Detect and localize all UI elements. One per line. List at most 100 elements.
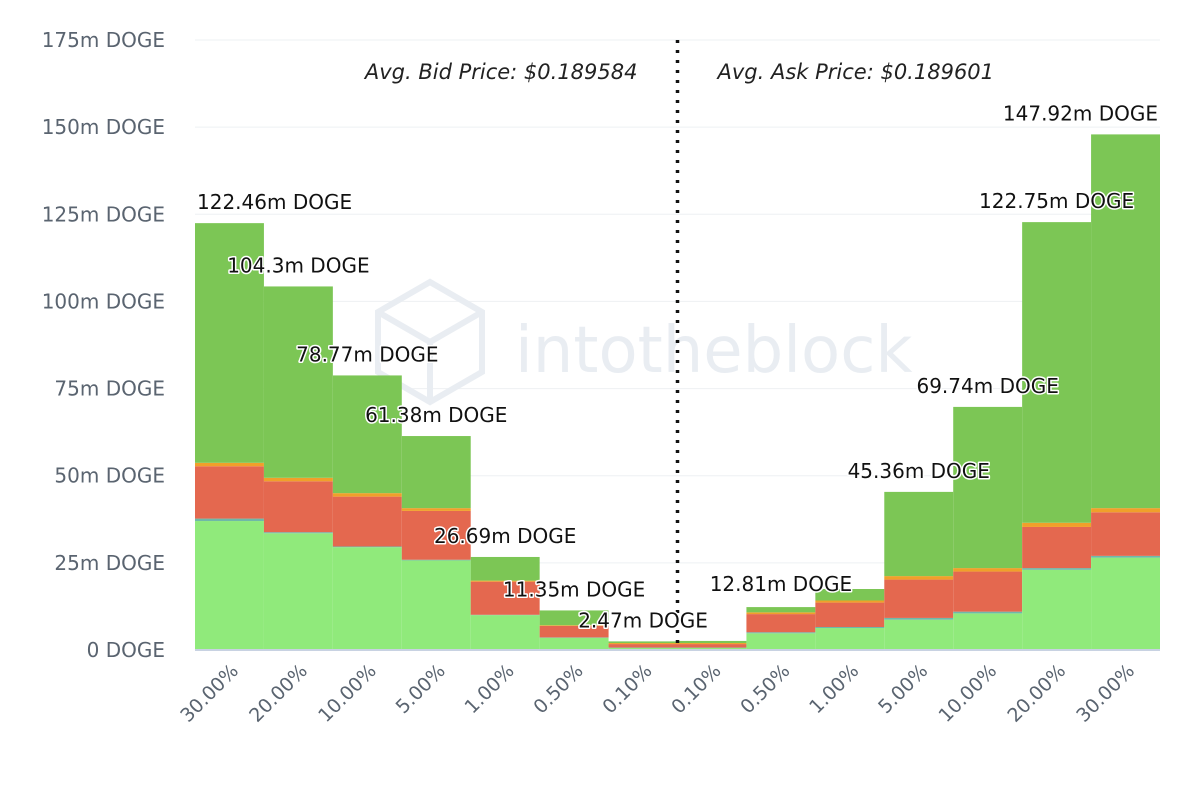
bar-segment-green <box>1091 134 1160 509</box>
y-tick-label: 75m DOGE <box>54 377 165 401</box>
bar-segment-teal <box>263 532 333 534</box>
bar-stack <box>677 640 747 650</box>
data-label: 78.77m DOGE <box>296 342 438 366</box>
bar-segment-red <box>677 644 747 648</box>
data-labels: 122.46m DOGE 104.3m DOGE 78.77m DOGE 61.38m… <box>196 100 1160 634</box>
bar-segment-teal <box>815 626 885 629</box>
x-tick-label: 0.50% <box>529 660 587 718</box>
bar-stack <box>953 406 1023 650</box>
x-tick-label: 20.00% <box>245 660 312 727</box>
bar-segment-green <box>1022 222 1092 523</box>
bar-segment-red <box>470 581 540 615</box>
bar-segment-orange <box>401 508 471 511</box>
bar-stack <box>470 556 540 650</box>
bar-stack <box>1091 134 1160 650</box>
bar-stack <box>401 436 471 650</box>
data-label: 45.36m DOGE <box>848 459 990 483</box>
avg-ask-price: Avg. Ask Price: $0.189601 <box>716 60 995 84</box>
y-tick-label: 175m DOGE <box>42 28 165 52</box>
bar-stack <box>263 286 333 650</box>
bar-segment-green <box>815 589 885 601</box>
data-label: 122.46m DOGE <box>197 190 352 214</box>
bar-segment-green <box>332 375 402 494</box>
bar-segment-orange <box>677 643 747 645</box>
bar-segment-light-green <box>1022 569 1092 650</box>
x-tick-label: 5.00% <box>392 660 450 718</box>
bar-segment-green <box>953 406 1023 569</box>
bar-stack <box>884 491 954 650</box>
bar-segment-red <box>195 466 264 519</box>
bar-segment-teal <box>332 546 402 548</box>
bar-segment-green <box>884 491 954 577</box>
bar-segment-red <box>1022 526 1092 569</box>
x-tick-label: 20.00% <box>1003 660 1070 727</box>
bar-segment-light-green <box>884 619 954 650</box>
bar-stack <box>332 375 402 650</box>
data-label: 147.92m DOGE <box>1003 101 1158 125</box>
bar-stack <box>746 607 816 650</box>
bar-stack <box>195 223 264 650</box>
data-label: 26.69m DOGE <box>434 524 576 548</box>
x-tick-label: 30.00% <box>1072 660 1139 727</box>
y-tick-label: 100m DOGE <box>42 289 165 313</box>
bar-segment-teal <box>1091 555 1160 558</box>
bar-segment-orange <box>539 625 609 626</box>
bar-segment-light-green <box>263 533 333 650</box>
bar-segment-teal <box>884 617 954 620</box>
bar-segment-red <box>815 602 885 627</box>
bar-segment-red <box>608 644 678 648</box>
x-tick-label: 0.50% <box>736 660 794 718</box>
bar-segment-red <box>539 625 609 638</box>
y-tick-label: 0 DOGE <box>87 638 165 662</box>
bar-stack <box>539 610 609 650</box>
data-label: 11.35m DOGE <box>503 577 645 601</box>
watermark-logo-icon <box>375 278 485 406</box>
bar-segment-teal <box>953 611 1023 614</box>
bar-segment-light-green <box>332 547 402 650</box>
bar-segment-red <box>1091 512 1160 556</box>
bar-segment-orange <box>815 600 885 603</box>
x-tick-label: 5.00% <box>874 660 932 718</box>
x-tick-label: 30.00% <box>176 660 243 727</box>
bar-segment-orange <box>608 643 678 645</box>
bar-segment-teal <box>1022 568 1092 570</box>
bar-segment-light-green <box>608 647 678 650</box>
bar-segment-light-green <box>401 560 471 650</box>
bar-segment-green <box>195 223 264 463</box>
bar-segment-light-green <box>1091 557 1160 650</box>
x-tick-label: 1.00% <box>460 660 518 718</box>
x-tick-label: 0.10% <box>667 660 725 718</box>
bar-segment-red <box>332 496 402 547</box>
x-tick-label: 10.00% <box>934 660 1001 727</box>
y-tick-label: 25m DOGE <box>54 551 165 575</box>
bar-stack <box>815 589 885 650</box>
bars <box>195 134 1160 650</box>
bar-segment-orange <box>470 580 540 582</box>
watermark: intotheblock <box>375 278 912 406</box>
data-label: 12.81m DOGE <box>710 572 852 596</box>
bar-segment-orange <box>953 568 1023 572</box>
y-tick-label: 50m DOGE <box>54 464 165 488</box>
x-tick-label: 10.00% <box>314 660 381 727</box>
bar-segment-green <box>401 436 471 509</box>
bar-stack <box>608 641 678 650</box>
bar-segment-green <box>677 640 747 644</box>
bar-segment-light-green <box>677 647 747 650</box>
y-axis: 0 DOGE 25m DOGE 50m DOGE 75m DOGE 100m DOGE 1… <box>42 28 1160 662</box>
bar-segment-green <box>263 286 333 478</box>
bar-segment-orange <box>1091 508 1160 513</box>
x-axis: 30.00% 20.00% 10.00% 5.00% 1.00% 0.50% 0.10% 0.… <box>176 660 1139 727</box>
bar-segment-green <box>470 556 540 581</box>
bar-segment-light-green <box>815 628 885 650</box>
bar-segment-red <box>953 571 1023 612</box>
bar-segment-teal <box>195 518 264 522</box>
bar-segment-teal <box>401 559 471 561</box>
bar-segment-teal <box>746 632 816 634</box>
bar-segment-light-green <box>470 615 540 650</box>
bar-segment-green <box>746 607 816 613</box>
bar-segment-orange <box>195 462 264 467</box>
bar-segment-red <box>746 614 816 633</box>
bar-segment-orange <box>332 493 402 497</box>
